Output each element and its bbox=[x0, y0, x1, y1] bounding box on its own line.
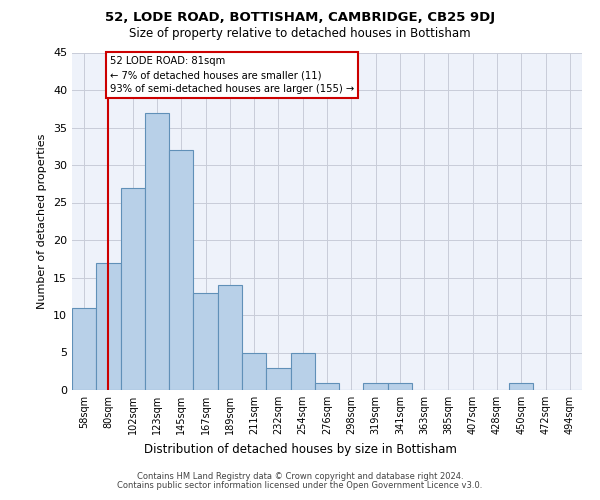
Text: 52, LODE ROAD, BOTTISHAM, CAMBRIDGE, CB25 9DJ: 52, LODE ROAD, BOTTISHAM, CAMBRIDGE, CB2… bbox=[105, 12, 495, 24]
Y-axis label: Number of detached properties: Number of detached properties bbox=[37, 134, 47, 309]
Bar bbox=[218, 285, 242, 390]
Bar bbox=[169, 150, 193, 390]
Text: Size of property relative to detached houses in Bottisham: Size of property relative to detached ho… bbox=[129, 28, 471, 40]
Bar bbox=[145, 112, 169, 390]
Bar bbox=[193, 292, 218, 390]
Text: Contains HM Land Registry data © Crown copyright and database right 2024.: Contains HM Land Registry data © Crown c… bbox=[137, 472, 463, 481]
Bar bbox=[364, 382, 388, 390]
Text: 52 LODE ROAD: 81sqm
← 7% of detached houses are smaller (11)
93% of semi-detache: 52 LODE ROAD: 81sqm ← 7% of detached hou… bbox=[110, 56, 354, 94]
Bar bbox=[72, 308, 96, 390]
Bar bbox=[96, 262, 121, 390]
Bar bbox=[315, 382, 339, 390]
Bar bbox=[290, 352, 315, 390]
Bar bbox=[388, 382, 412, 390]
Bar bbox=[266, 368, 290, 390]
Bar bbox=[242, 352, 266, 390]
Bar bbox=[121, 188, 145, 390]
Text: Contains public sector information licensed under the Open Government Licence v3: Contains public sector information licen… bbox=[118, 481, 482, 490]
Text: Distribution of detached houses by size in Bottisham: Distribution of detached houses by size … bbox=[143, 442, 457, 456]
Bar bbox=[509, 382, 533, 390]
